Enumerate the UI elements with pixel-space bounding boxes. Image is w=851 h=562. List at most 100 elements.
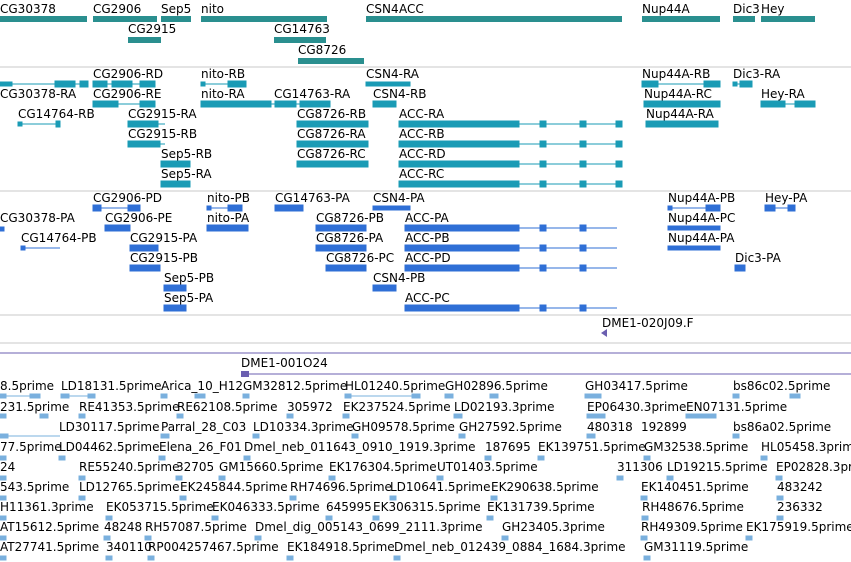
protein-feature[interactable]: [92, 204, 102, 212]
mrna-feature[interactable]: [160, 180, 191, 188]
mrna-feature[interactable]: [645, 120, 719, 128]
protein-feature[interactable]: [764, 204, 776, 212]
protein-feature[interactable]: [104, 224, 131, 232]
clone-feature[interactable]: [601, 329, 607, 337]
protein-feature[interactable]: [404, 244, 520, 252]
est-feature[interactable]: [78, 495, 86, 501]
est-feature[interactable]: [616, 475, 624, 481]
est-feature[interactable]: [760, 455, 768, 461]
est-feature[interactable]: [147, 555, 155, 561]
protein-feature[interactable]: [372, 284, 397, 292]
est-feature[interactable]: [342, 413, 350, 419]
est-feature[interactable]: [0, 495, 7, 501]
gene-feature[interactable]: [161, 16, 191, 22]
est-feature[interactable]: [584, 393, 602, 399]
est-feature[interactable]: [537, 455, 545, 461]
est-feature[interactable]: [344, 393, 352, 399]
protein-feature[interactable]: [163, 284, 187, 292]
protein-feature[interactable]: [667, 245, 721, 251]
est-feature[interactable]: [776, 515, 784, 521]
protein-feature[interactable]: [315, 244, 367, 252]
protein-feature[interactable]: [129, 244, 159, 252]
est-feature[interactable]: [393, 555, 401, 561]
est-feature[interactable]: [776, 495, 784, 501]
mrna-feature[interactable]: [760, 100, 786, 108]
gene-feature[interactable]: [128, 37, 161, 43]
est-feature[interactable]: [254, 535, 262, 541]
mrna-feature[interactable]: [296, 120, 369, 128]
est-feature[interactable]: [175, 475, 183, 481]
est-feature[interactable]: [158, 455, 166, 461]
est-feature[interactable]: [389, 495, 397, 501]
est-feature[interactable]: [775, 475, 783, 481]
protein-feature[interactable]: [274, 204, 304, 212]
est-feature[interactable]: [0, 475, 7, 481]
est-feature[interactable]: [0, 393, 7, 399]
est-feature[interactable]: [60, 393, 70, 399]
est-feature[interactable]: [289, 495, 297, 501]
est-feature[interactable]: [160, 393, 168, 399]
protein-feature[interactable]: [206, 224, 249, 232]
est-feature[interactable]: [640, 495, 648, 501]
est-feature[interactable]: [325, 515, 333, 521]
est-feature[interactable]: [685, 413, 717, 419]
est-feature[interactable]: [372, 515, 380, 521]
mrna-feature[interactable]: [92, 100, 119, 108]
mrna-feature[interactable]: [372, 100, 397, 108]
est-feature[interactable]: [0, 535, 7, 541]
mrna-feature[interactable]: [398, 120, 520, 128]
est-feature[interactable]: [242, 393, 250, 399]
est-feature[interactable]: [176, 413, 184, 419]
est-feature[interactable]: [643, 455, 651, 461]
est-feature[interactable]: [666, 475, 674, 481]
mrna-feature[interactable]: [641, 80, 659, 88]
mrna-feature[interactable]: [365, 81, 411, 87]
est-feature[interactable]: [58, 455, 66, 461]
est-feature[interactable]: [586, 433, 596, 439]
est-feature[interactable]: [490, 495, 498, 501]
mrna-feature[interactable]: [296, 140, 369, 148]
protein-feature[interactable]: [0, 226, 5, 232]
gene-feature[interactable]: [298, 58, 364, 64]
scaffold-feature[interactable]: [241, 371, 249, 377]
gene-feature[interactable]: [642, 16, 720, 22]
mrna-feature[interactable]: [160, 160, 191, 168]
mrna-feature[interactable]: [732, 81, 738, 87]
est-feature[interactable]: [641, 515, 649, 521]
protein-feature[interactable]: [404, 304, 520, 312]
est-feature[interactable]: [458, 433, 466, 439]
mrna-feature[interactable]: [127, 140, 161, 148]
est-feature[interactable]: [78, 475, 86, 481]
est-feature[interactable]: [243, 455, 251, 461]
protein-feature[interactable]: [206, 205, 212, 211]
protein-feature[interactable]: [734, 264, 746, 272]
est-feature[interactable]: [218, 475, 226, 481]
est-feature[interactable]: [105, 515, 113, 521]
gene-feature[interactable]: [201, 16, 327, 22]
est-feature[interactable]: [351, 433, 359, 439]
est-feature[interactable]: [105, 555, 113, 561]
est-feature[interactable]: [211, 515, 219, 521]
mrna-feature[interactable]: [127, 120, 159, 128]
mrna-feature[interactable]: [398, 160, 520, 168]
est-feature[interactable]: [486, 515, 494, 521]
est-feature[interactable]: [745, 535, 753, 541]
protein-feature[interactable]: [315, 224, 367, 232]
est-feature[interactable]: [252, 433, 260, 439]
mrna-feature[interactable]: [643, 100, 721, 108]
mrna-feature[interactable]: [17, 121, 23, 127]
est-feature[interactable]: [453, 413, 463, 419]
mrna-feature[interactable]: [0, 81, 13, 87]
est-feature[interactable]: [732, 433, 740, 439]
est-feature[interactable]: [0, 413, 7, 419]
protein-feature[interactable]: [163, 304, 187, 312]
mrna-feature[interactable]: [398, 180, 520, 188]
est-feature[interactable]: [160, 433, 170, 439]
est-feature[interactable]: [286, 413, 294, 419]
gene-feature[interactable]: [0, 16, 87, 22]
gene-feature[interactable]: [733, 16, 755, 22]
est-feature[interactable]: [0, 433, 9, 439]
est-feature[interactable]: [732, 393, 740, 399]
est-feature[interactable]: [643, 555, 651, 561]
